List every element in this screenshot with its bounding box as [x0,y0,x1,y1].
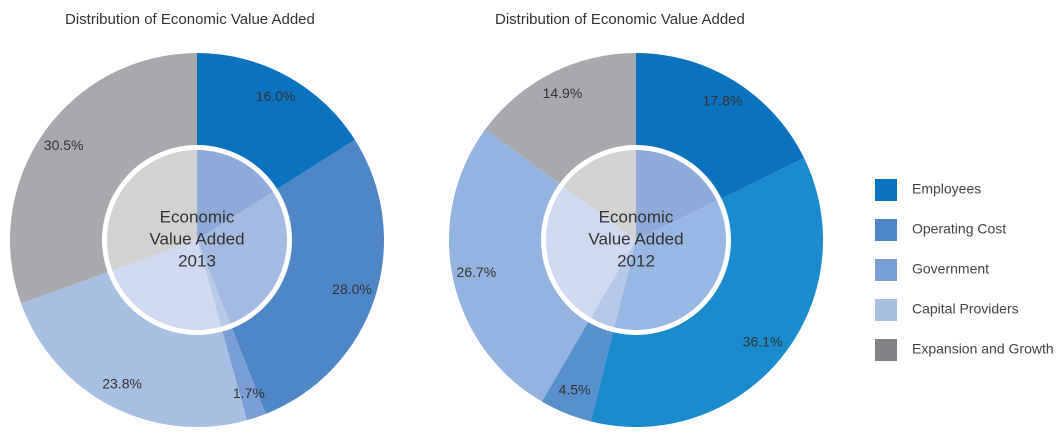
center-label: Value Added [149,229,244,248]
donut-slice [222,328,266,421]
value-label: 16.0% [256,88,296,104]
donut-slice [636,53,805,199]
center-label: Value Added [588,229,683,248]
chart-title: Distribution of Economic Value Added [65,11,315,28]
value-label: 14.9% [543,85,583,101]
legend-label: Expansion and Growth [912,341,1054,357]
center-label: 2013 [178,251,216,270]
donut-slice [9,53,198,304]
inner-slice [112,240,222,330]
value-label: 30.5% [44,137,84,153]
value-label: 26.7% [457,264,497,280]
legend-swatch [875,259,897,281]
donut-slice [485,53,636,184]
inner-slice [614,200,726,331]
legend-label: Government [912,261,989,277]
legend-label: Employees [912,181,981,197]
value-label: 36.1% [743,333,783,349]
donut-slice [21,272,247,428]
inner-slice [636,150,717,240]
inner-slice [197,240,231,327]
value-label: 17.8% [703,93,743,109]
inner-slice [563,150,636,240]
inner-slice [197,191,287,324]
legend-label: Capital Providers [912,301,1019,317]
legend-label: Operating Cost [912,221,1006,237]
legend-swatch [875,219,897,241]
value-label: 1.7% [233,385,265,401]
center-label: 2012 [617,251,655,270]
donut-slice [197,53,355,190]
center-label: Economic [599,207,674,226]
legend-swatch [875,299,897,321]
legend-swatch [875,339,897,361]
value-label: 23.8% [102,375,142,391]
inner-slice [197,150,273,240]
legend-swatch [875,179,897,201]
inner-slice [545,186,636,318]
inner-slice [106,150,197,271]
donut-slice [449,129,589,402]
donut-slice [590,158,823,428]
donut-slice [231,139,385,414]
value-label: 28.0% [332,281,372,297]
inner-slice [590,240,636,328]
chart-title: Distribution of Economic Value Added [495,11,745,28]
donut-slice [541,322,613,422]
center-label: Economic [160,207,235,226]
value-label: 4.5% [559,382,591,398]
